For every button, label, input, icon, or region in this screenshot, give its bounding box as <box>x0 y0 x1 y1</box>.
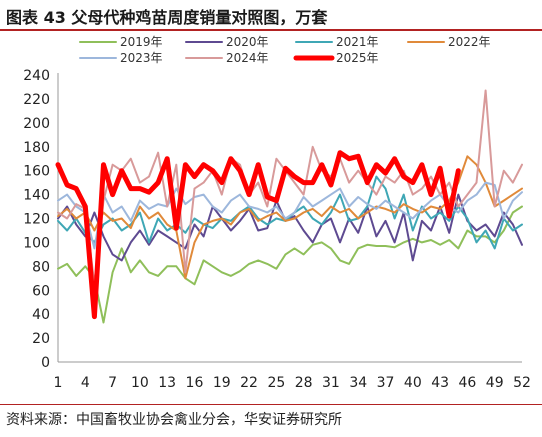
source-divider <box>0 404 542 405</box>
x-tick-label: 52 <box>513 375 531 391</box>
x-tick-label: 37 <box>377 375 395 391</box>
x-tick-label: 4 <box>81 375 90 391</box>
series-line-1 <box>57 193 523 262</box>
x-tick-label: 19 <box>213 375 231 391</box>
y-tick-label: 220 <box>23 92 50 108</box>
source-note: 资料来源：中国畜牧业协会禽业分会，华安证券研究所 <box>6 412 342 428</box>
series-line-0 <box>57 205 523 324</box>
x-tick-label: 1 <box>54 375 63 391</box>
legend-label-2: 2021年 <box>336 35 379 49</box>
x-tick-label: 34 <box>349 375 367 391</box>
y-tick-label: 20 <box>32 331 50 347</box>
legend-label-1: 2020年 <box>226 35 269 49</box>
legend-label-3: 2022年 <box>448 35 491 49</box>
y-tick-label: 180 <box>23 140 50 156</box>
x-tick-label: 10 <box>131 375 149 391</box>
x-tick-label: 13 <box>158 375 176 391</box>
chart-title: 图表 43 父母代种鸡苗周度销量对照图，万套 <box>6 8 328 27</box>
y-tick-label: 240 <box>23 68 50 84</box>
y-tick-label: 0 <box>41 355 50 371</box>
y-tick-label: 120 <box>23 212 50 228</box>
x-tick-label: 31 <box>322 375 340 391</box>
y-tick-label: 40 <box>32 307 50 323</box>
y-tick-label: 200 <box>23 116 50 132</box>
y-tick-label: 160 <box>23 164 50 180</box>
y-tick-label: 60 <box>32 283 50 299</box>
x-tick-label: 22 <box>240 375 258 391</box>
legend-label-0: 2019年 <box>120 35 163 49</box>
chart-axes: 0 20 40 60 80 100 120 140 160 180 200 220 240 1 4 7 10 13… <box>23 68 531 391</box>
chart-legend: 2019年 2020年 2021年 2022年 2023年 2024年 2025年 <box>79 35 491 65</box>
legend-label-6: 2025年 <box>336 51 379 65</box>
x-tick-label: 7 <box>108 375 117 391</box>
x-tick-label: 16 <box>186 375 204 391</box>
y-tick-label: 80 <box>32 259 50 275</box>
x-tick-label: 49 <box>486 375 504 391</box>
x-tick-label: 40 <box>404 375 422 391</box>
y-tick-label: 100 <box>23 235 50 251</box>
x-tick-label: 46 <box>458 375 476 391</box>
legend-label-4: 2023年 <box>120 51 163 65</box>
title-divider <box>0 29 542 31</box>
y-tick-label: 140 <box>23 188 50 204</box>
legend-label-5: 2024年 <box>226 51 269 65</box>
x-tick-label: 25 <box>267 375 285 391</box>
series-line-6 <box>55 150 461 320</box>
x-tick-label: 28 <box>295 375 313 391</box>
chart-series <box>55 89 523 324</box>
x-tick-label: 43 <box>431 375 449 391</box>
line-chart: 0 20 40 60 80 100 120 140 160 180 200 220 240 1 4 7 10 13… <box>23 35 531 391</box>
